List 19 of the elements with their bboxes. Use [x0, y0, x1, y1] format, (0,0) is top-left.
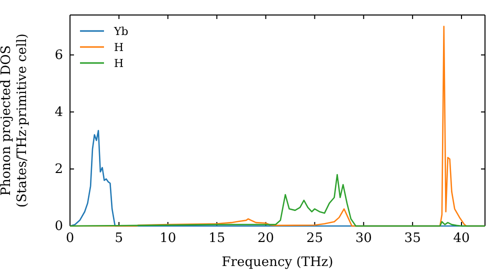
- y-tick-label: 0: [54, 219, 63, 234]
- x-tick-label: 30: [355, 231, 372, 246]
- y-tick-label: 4: [54, 105, 63, 120]
- x-tick-label: 15: [208, 231, 226, 246]
- x-tick-label: 10: [160, 231, 176, 246]
- x-tick-label: 0: [66, 231, 74, 246]
- legend-label: Yb: [113, 24, 128, 38]
- legend-label: H: [114, 56, 124, 70]
- x-tick-label: 20: [257, 231, 274, 246]
- line-series: [69, 174, 486, 227]
- x-tick-label: 35: [404, 231, 421, 246]
- x-axis-title: Frequency (THz): [222, 255, 334, 270]
- y-tick-label: 2: [54, 162, 63, 178]
- y-axis-title: Phonon projected DOS (States/THz·primitive cell): [0, 33, 30, 208]
- x-tick-label: 40: [453, 231, 470, 246]
- y-tick-label: 6: [54, 48, 63, 64]
- x-tick-label: 5: [114, 231, 124, 246]
- legend-label: H: [114, 40, 124, 54]
- x-tick-label: 25: [306, 231, 323, 246]
